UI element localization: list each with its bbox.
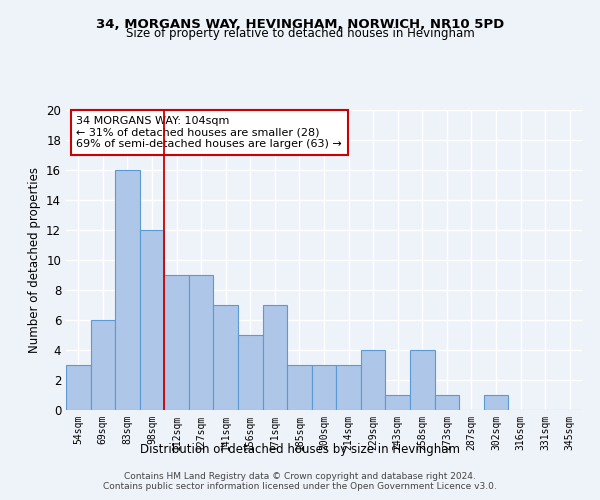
Bar	[336, 365, 361, 410]
Bar	[164, 275, 189, 410]
Text: 34, MORGANS WAY, HEVINGHAM, NORWICH, NR10 5PD: 34, MORGANS WAY, HEVINGHAM, NORWICH, NR1…	[96, 18, 504, 30]
Bar	[287, 365, 312, 410]
Bar	[385, 395, 410, 410]
Bar	[214, 305, 238, 410]
Text: Contains public sector information licensed under the Open Government Licence v3: Contains public sector information licen…	[103, 482, 497, 491]
Text: Distribution of detached houses by size in Hevingham: Distribution of detached houses by size …	[140, 442, 460, 456]
Y-axis label: Number of detached properties: Number of detached properties	[28, 167, 41, 353]
Text: Size of property relative to detached houses in Hevingham: Size of property relative to detached ho…	[125, 28, 475, 40]
Bar	[189, 275, 214, 410]
Bar	[140, 230, 164, 410]
Bar	[361, 350, 385, 410]
Bar	[238, 335, 263, 410]
Bar	[484, 395, 508, 410]
Text: 34 MORGANS WAY: 104sqm
← 31% of detached houses are smaller (28)
69% of semi-det: 34 MORGANS WAY: 104sqm ← 31% of detached…	[76, 116, 342, 149]
Bar	[312, 365, 336, 410]
Bar	[115, 170, 140, 410]
Bar	[410, 350, 434, 410]
Bar	[66, 365, 91, 410]
Bar	[263, 305, 287, 410]
Bar	[91, 320, 115, 410]
Text: Contains HM Land Registry data © Crown copyright and database right 2024.: Contains HM Land Registry data © Crown c…	[124, 472, 476, 481]
Bar	[434, 395, 459, 410]
